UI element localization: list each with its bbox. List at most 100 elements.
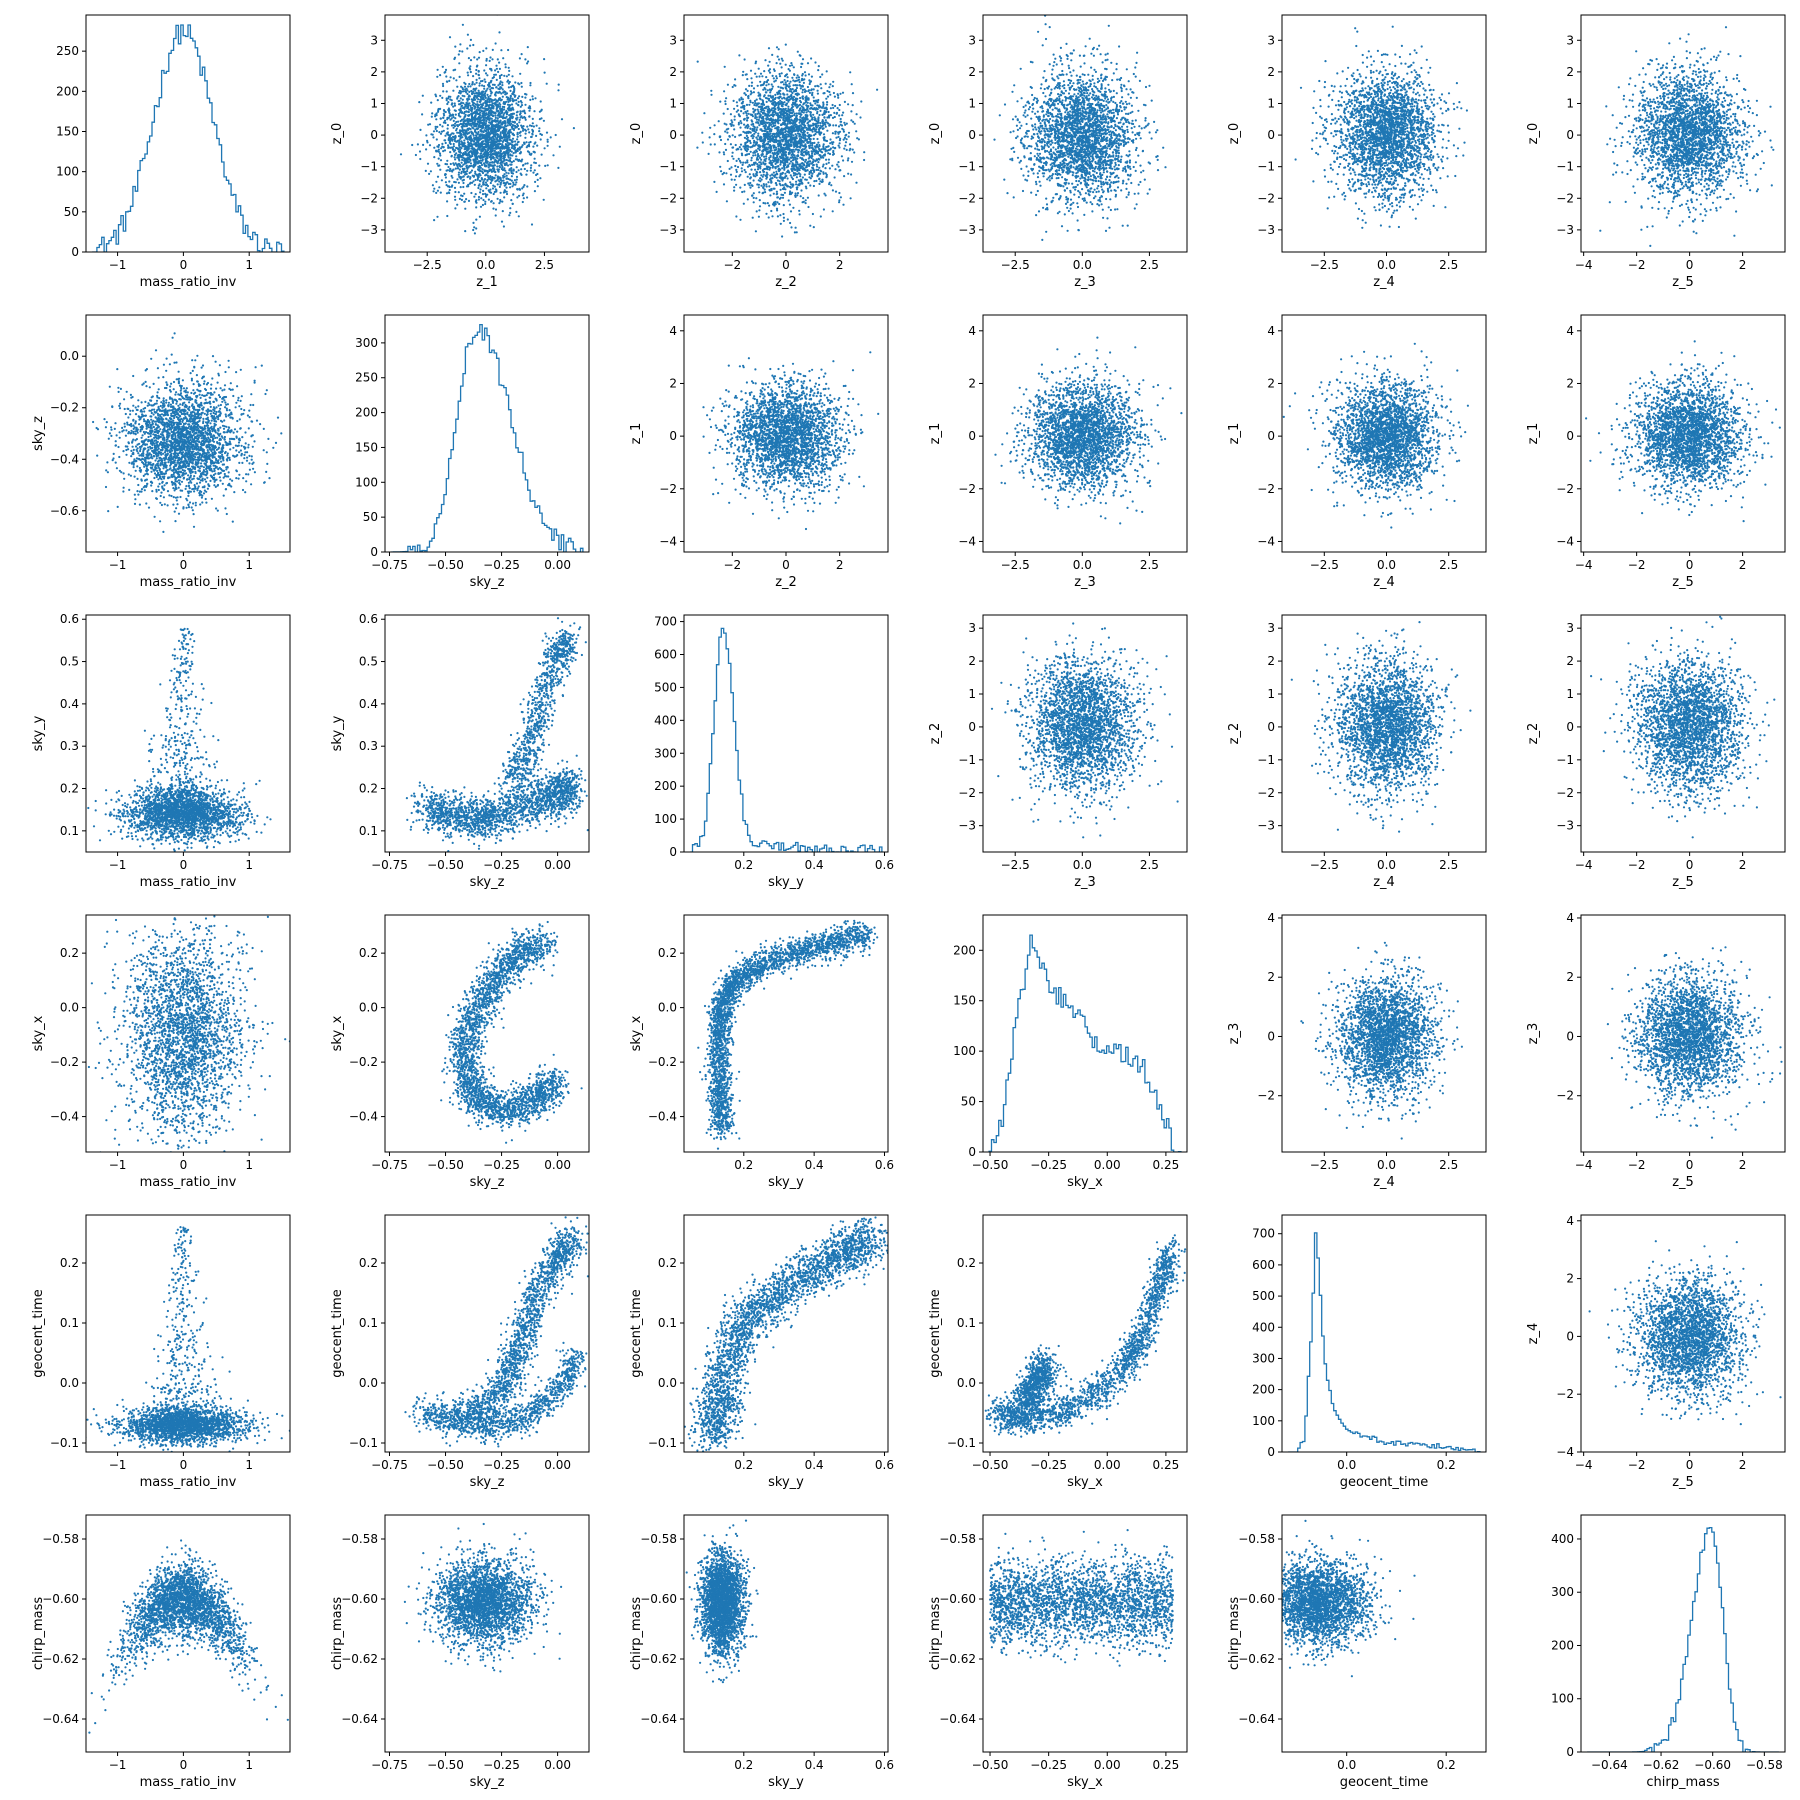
scatter-point: [499, 121, 501, 123]
scatter-point: [497, 162, 499, 164]
scatter-point: [765, 168, 767, 170]
scatter-point: [748, 113, 750, 115]
scatter-point: [735, 144, 737, 146]
scatter-point: [762, 139, 764, 141]
scatter-point: [787, 218, 789, 220]
scatter-point: [498, 62, 500, 64]
scatter-point: [466, 89, 468, 91]
scatter-point: [814, 61, 816, 63]
scatter-point: [858, 138, 860, 140]
scatter-point: [458, 176, 460, 178]
scatter-point: [752, 102, 754, 104]
scatter-point: [752, 154, 754, 156]
scatter-point: [720, 139, 722, 141]
scatter-point: [842, 204, 844, 206]
scatter-point: [434, 114, 436, 116]
scatter-point: [838, 125, 840, 127]
scatter-point: [484, 201, 486, 203]
scatter-point: [436, 138, 438, 140]
scatter-point: [474, 232, 476, 234]
scatter-point: [461, 142, 463, 144]
scatter-point: [490, 143, 492, 145]
scatter-point: [484, 124, 486, 126]
scatter-point: [464, 230, 466, 232]
scatter-point: [770, 188, 772, 190]
scatter-point: [751, 124, 753, 126]
scatter-point: [838, 192, 840, 194]
scatter-point: [495, 86, 497, 88]
scatter-point: [498, 31, 500, 33]
scatter-point: [740, 120, 742, 122]
scatter-point: [793, 90, 795, 92]
scatter-point: [476, 79, 478, 81]
scatter-point: [807, 135, 809, 137]
scatter-point: [511, 99, 513, 101]
scatter-point: [724, 100, 726, 102]
scatter-point: [786, 110, 788, 112]
scatter-point: [509, 81, 511, 83]
scatter-point: [844, 101, 846, 103]
scatter-point: [516, 114, 518, 116]
scatter-point: [452, 124, 454, 126]
scatter-point: [474, 152, 476, 154]
scatter-point: [476, 65, 478, 67]
scatter-point: [429, 144, 431, 146]
scatter-point: [487, 108, 489, 110]
scatter-point: [458, 191, 460, 193]
scatter-point: [467, 104, 469, 106]
scatter-point: [795, 183, 797, 185]
scatter-point: [451, 140, 453, 142]
scatter-point: [482, 193, 484, 195]
scatter-point: [539, 133, 541, 135]
scatter-point: [485, 174, 487, 176]
scatter-point: [438, 108, 440, 110]
scatter-point: [733, 100, 735, 102]
scatter-point: [750, 176, 752, 178]
scatter-point: [739, 187, 741, 189]
scatter-point: [746, 119, 748, 121]
scatter-point: [759, 180, 761, 182]
scatter-point: [499, 186, 501, 188]
scatter-point: [485, 72, 487, 74]
scatter-point: [808, 147, 810, 149]
scatter-point: [475, 160, 477, 162]
scatter-point: [491, 131, 493, 133]
scatter-point: [471, 119, 473, 121]
scatter-point: [446, 81, 448, 83]
scatter-point: [837, 161, 839, 163]
scatter-point: [779, 142, 781, 144]
scatter-point: [530, 170, 532, 172]
scatter-point: [732, 158, 734, 160]
scatter-point: [825, 194, 827, 196]
scatter-point: [471, 153, 473, 155]
scatter-point: [527, 150, 529, 152]
scatter-point: [839, 142, 841, 144]
scatter-point: [784, 75, 786, 77]
scatter-point: [767, 202, 769, 204]
scatter-point: [555, 134, 557, 136]
scatter-point: [837, 95, 839, 97]
scatter-point: [508, 214, 510, 216]
scatter-point: [468, 57, 470, 59]
scatter-point: [511, 75, 513, 77]
scatter-point: [417, 143, 419, 145]
scatter-point: [750, 135, 752, 137]
scatter-point: [478, 74, 480, 76]
scatter-point: [452, 106, 454, 108]
scatter-point: [742, 162, 744, 164]
scatter-point: [805, 153, 807, 155]
scatter-point: [498, 92, 500, 94]
scatter-point: [822, 119, 824, 121]
scatter-point: [798, 210, 800, 212]
scatter-point: [770, 117, 772, 119]
scatter-point: [431, 112, 433, 114]
scatter-point: [520, 82, 522, 84]
scatter-point: [463, 139, 465, 141]
scatter-point: [757, 153, 759, 155]
scatter-point: [819, 76, 821, 78]
scatter-point: [803, 137, 805, 139]
scatter-point: [441, 143, 443, 145]
scatter-point: [479, 216, 481, 218]
scatter-point: [515, 171, 517, 173]
scatter-point: [817, 69, 819, 71]
